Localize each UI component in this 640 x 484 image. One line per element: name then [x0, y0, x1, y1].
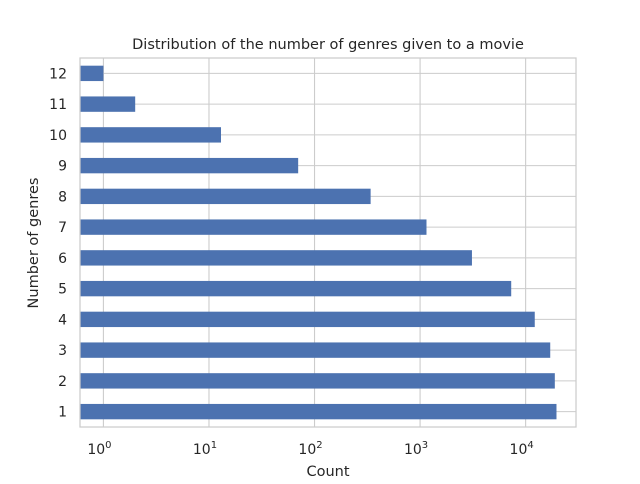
- y-tick-label: 1: [58, 405, 67, 421]
- bar: [80, 157, 299, 174]
- x-tick-label: 100: [87, 440, 111, 458]
- bar: [80, 127, 221, 143]
- bar: [80, 342, 551, 358]
- bar: [80, 96, 136, 112]
- x-tick-labels: 100 101 102 103 104: [87, 440, 533, 458]
- y-tick-label: 8: [58, 189, 67, 205]
- y-tick-label: 4: [58, 312, 67, 328]
- bars: [80, 65, 557, 420]
- bar: [80, 280, 512, 297]
- y-tick-label: 5: [58, 282, 67, 298]
- x-tick-label: 104: [510, 440, 534, 458]
- bar: [80, 311, 535, 328]
- plot-frame: [79, 57, 577, 428]
- y-tick-label: 10: [49, 128, 67, 144]
- y-tick-label: 6: [58, 251, 67, 267]
- y-tick-label: 3: [58, 343, 67, 359]
- bar: [80, 65, 104, 82]
- bar: [80, 403, 557, 420]
- y-tick-label: 11: [49, 97, 67, 113]
- x-tick-label: 101: [193, 440, 217, 458]
- bar: [80, 188, 371, 205]
- bar: [80, 373, 555, 389]
- y-tick-label: 2: [58, 374, 67, 390]
- y-tick-label: 7: [58, 220, 67, 236]
- x-tick-label: 102: [298, 440, 322, 458]
- x-tick-label: 103: [404, 440, 428, 458]
- y-tick-label: 12: [49, 66, 67, 82]
- y-axis-label: Number of genres: [26, 178, 42, 309]
- bar: [80, 250, 472, 266]
- y-tick-label: 9: [58, 159, 67, 175]
- chart-title: Distribution of the number of genres giv…: [132, 37, 524, 53]
- x-axis-label: Count: [306, 464, 349, 480]
- bar: [80, 219, 427, 235]
